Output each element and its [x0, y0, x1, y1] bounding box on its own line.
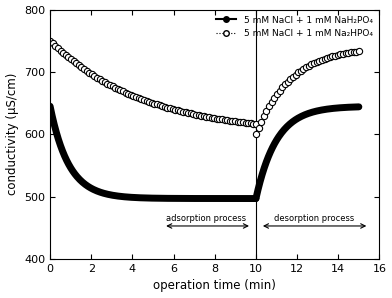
Legend: 5 mM NaCl + 1 mM NaH₂PO₄, 5 mM NaCl + 1 mM Na₂HPO₄: 5 mM NaCl + 1 mM NaH₂PO₄, 5 mM NaCl + 1 … — [213, 12, 376, 42]
Text: adsorption process: adsorption process — [167, 214, 247, 223]
Text: desorption process: desorption process — [274, 214, 355, 223]
X-axis label: operation time (min): operation time (min) — [153, 280, 276, 292]
Y-axis label: conductivity (μS/cm): conductivity (μS/cm) — [5, 73, 18, 195]
